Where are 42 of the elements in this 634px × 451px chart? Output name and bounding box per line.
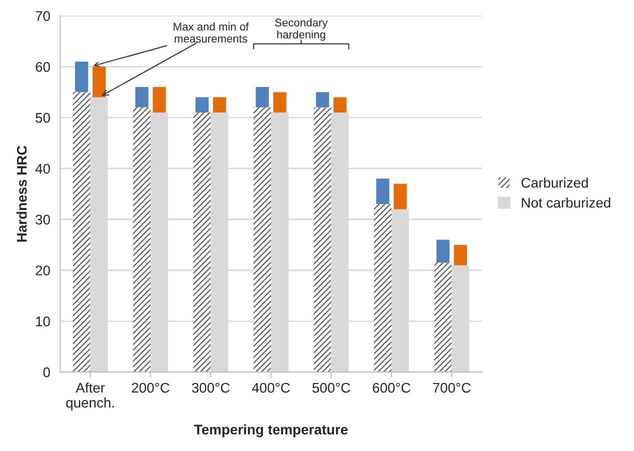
bar [376, 178, 390, 204]
y-tick-label: 50 [36, 112, 50, 123]
y-tick-label: 0 [43, 367, 50, 378]
bar [316, 92, 330, 108]
bar [394, 184, 407, 210]
bar [436, 240, 450, 263]
y-tick-label: 70 [36, 11, 50, 21]
y-tick-label: 60 [36, 62, 50, 72]
x-tick-label: 400°C [252, 382, 290, 393]
bar [273, 92, 286, 112]
x-tick-label: 300°C [192, 382, 230, 393]
annotation: Secondary hardening [275, 18, 328, 41]
x-tick-label: After quench. [66, 382, 114, 410]
bar [193, 112, 211, 372]
bar [135, 87, 148, 108]
bar [72, 92, 90, 372]
x-tick-label: 600°C [372, 382, 410, 393]
bar [454, 244, 468, 266]
bar [314, 107, 332, 372]
x-tick-label: 700°C [433, 382, 471, 393]
bar [333, 97, 347, 112]
bar [212, 97, 226, 112]
annotation: Max and min of measurements [174, 22, 249, 43]
legend-label: Not carburized [522, 197, 610, 208]
bar [75, 62, 88, 92]
y-tick-label: 40 [35, 164, 50, 174]
bar [374, 204, 392, 372]
x-tick-label: 500°C [312, 382, 350, 393]
legend-label: Carburized [521, 178, 588, 188]
bar [92, 66, 106, 98]
bar [434, 262, 452, 372]
y-tick-label: 10 [36, 316, 50, 326]
y-tick-label: 20 [36, 266, 50, 276]
x-tick-label: 200°C [132, 382, 170, 393]
bar [256, 87, 269, 108]
bar [133, 107, 151, 372]
bar [196, 97, 209, 112]
y-axis-title: Hardness HRC [16, 146, 27, 242]
bar [254, 107, 272, 372]
bar [152, 87, 166, 112]
x-axis-title: Tempering temperature [194, 424, 348, 438]
y-tick-label: 30 [36, 214, 50, 225]
